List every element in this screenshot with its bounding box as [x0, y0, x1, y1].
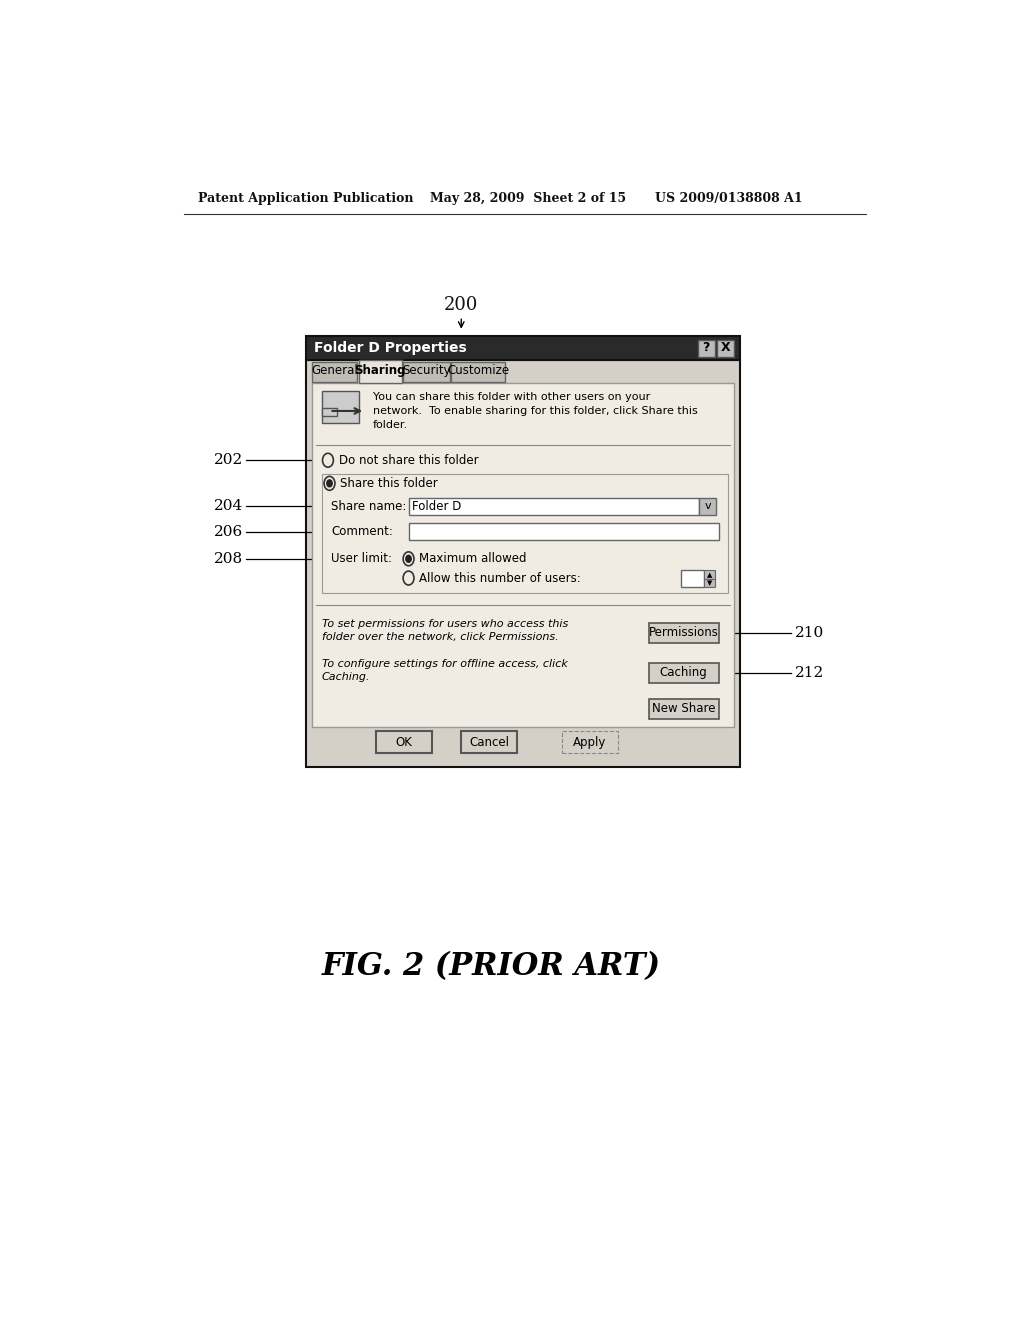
- FancyBboxPatch shape: [649, 623, 719, 643]
- FancyBboxPatch shape: [717, 341, 734, 358]
- Text: 206: 206: [213, 525, 243, 539]
- Text: You can share this folder with other users on your
network.  To enable sharing f: You can share this folder with other use…: [373, 392, 697, 430]
- FancyBboxPatch shape: [703, 570, 715, 579]
- FancyBboxPatch shape: [403, 362, 450, 381]
- Text: Customize: Customize: [447, 364, 509, 378]
- Text: v: v: [705, 502, 711, 511]
- FancyBboxPatch shape: [322, 408, 337, 416]
- FancyBboxPatch shape: [697, 341, 715, 358]
- Text: Patent Application Publication: Patent Application Publication: [198, 191, 414, 205]
- FancyBboxPatch shape: [312, 383, 734, 726]
- FancyBboxPatch shape: [703, 579, 715, 587]
- FancyBboxPatch shape: [649, 663, 719, 682]
- Text: FIG. 2 (PRIOR ART): FIG. 2 (PRIOR ART): [322, 952, 660, 982]
- Text: ▲: ▲: [707, 572, 712, 578]
- Text: User limit:: User limit:: [331, 552, 392, 565]
- Text: Cancel: Cancel: [469, 735, 509, 748]
- Text: Sharing: Sharing: [354, 364, 406, 378]
- Text: X: X: [721, 342, 730, 354]
- Text: 212: 212: [795, 665, 823, 680]
- Text: Maximum allowed: Maximum allowed: [420, 552, 527, 565]
- Text: Permissions: Permissions: [649, 626, 719, 639]
- Text: Share this folder: Share this folder: [340, 477, 438, 490]
- FancyBboxPatch shape: [359, 360, 401, 383]
- FancyBboxPatch shape: [649, 700, 719, 719]
- FancyBboxPatch shape: [306, 335, 740, 360]
- Circle shape: [406, 556, 412, 562]
- Text: Comment:: Comment:: [331, 525, 393, 539]
- Text: 210: 210: [795, 626, 823, 640]
- Text: General: General: [311, 364, 358, 378]
- Text: Folder D Properties: Folder D Properties: [314, 341, 467, 355]
- FancyBboxPatch shape: [461, 731, 517, 752]
- Text: ?: ?: [702, 342, 710, 354]
- Text: New Share: New Share: [652, 702, 716, 715]
- Text: Share name:: Share name:: [331, 500, 407, 513]
- FancyBboxPatch shape: [306, 360, 740, 767]
- FancyBboxPatch shape: [409, 524, 719, 540]
- Circle shape: [327, 480, 332, 487]
- Text: Caching: Caching: [659, 667, 708, 680]
- Text: US 2009/0138808 A1: US 2009/0138808 A1: [655, 191, 803, 205]
- FancyBboxPatch shape: [312, 362, 357, 381]
- Text: ▼: ▼: [707, 581, 712, 586]
- Text: Do not share this folder: Do not share this folder: [339, 454, 478, 467]
- Text: 208: 208: [214, 552, 243, 566]
- Text: May 28, 2009  Sheet 2 of 15: May 28, 2009 Sheet 2 of 15: [430, 191, 627, 205]
- FancyBboxPatch shape: [699, 498, 716, 515]
- Text: 204: 204: [213, 499, 243, 513]
- Text: 202: 202: [213, 453, 243, 467]
- FancyBboxPatch shape: [409, 498, 699, 515]
- FancyBboxPatch shape: [376, 731, 432, 752]
- FancyBboxPatch shape: [452, 362, 506, 381]
- Text: 200: 200: [444, 296, 478, 314]
- FancyBboxPatch shape: [322, 391, 359, 424]
- Text: To configure settings for offline access, click
Caching.: To configure settings for offline access…: [322, 659, 567, 682]
- Text: OK: OK: [395, 735, 413, 748]
- Text: Folder D: Folder D: [413, 500, 462, 513]
- Text: Allow this number of users:: Allow this number of users:: [420, 572, 582, 585]
- Text: Apply: Apply: [573, 735, 606, 748]
- FancyBboxPatch shape: [681, 570, 703, 586]
- Text: Security: Security: [402, 364, 451, 378]
- FancyBboxPatch shape: [562, 731, 617, 752]
- Text: To set permissions for users who access this
folder over the network, click Perm: To set permissions for users who access …: [322, 619, 568, 642]
